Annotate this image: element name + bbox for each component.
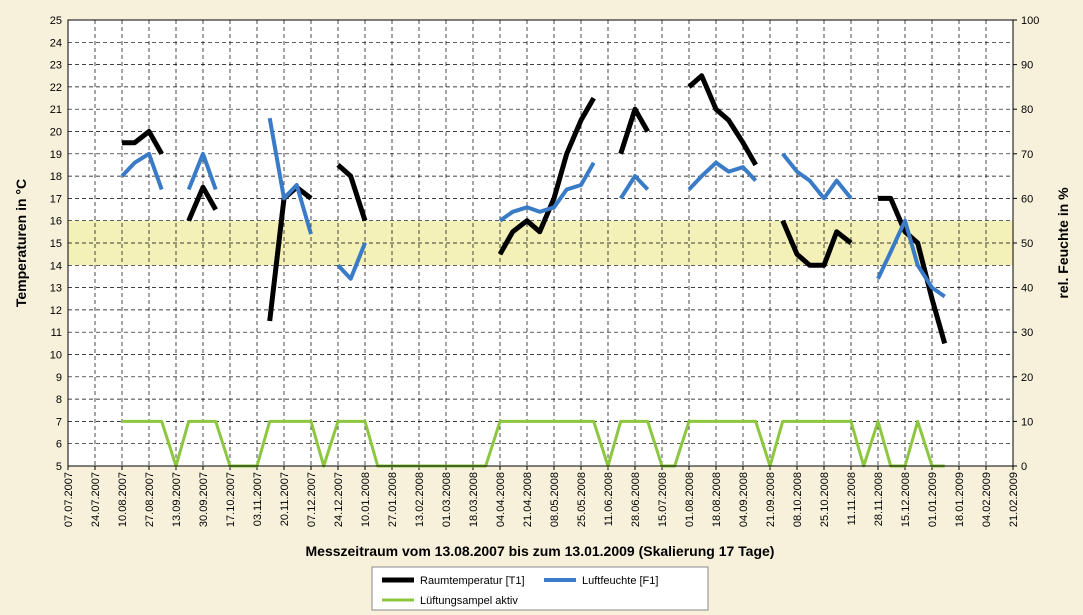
- x-tick-label: 04.02.2009: [981, 472, 993, 527]
- y2-tick-label: 80: [1021, 104, 1033, 116]
- y-tick-label: 14: [50, 260, 62, 272]
- x-tick-label: 13.02.2008: [414, 472, 426, 527]
- y2-tick-label: 40: [1021, 283, 1033, 295]
- x-tick-label: 15.07.2008: [657, 472, 669, 527]
- x-tick-label: 08.10.2008: [792, 472, 804, 527]
- y-tick-label: 24: [50, 37, 62, 49]
- y-tick-label: 25: [50, 15, 62, 27]
- x-tick-label: 30.09.2007: [198, 472, 210, 527]
- x-tick-label: 08.05.2008: [549, 472, 561, 527]
- y2-tick-label: 30: [1021, 327, 1033, 339]
- x-tick-label: 01.08.2008: [684, 472, 696, 527]
- x-tick-label: 13.09.2007: [171, 472, 183, 527]
- y-tick-label: 15: [50, 238, 62, 250]
- x-tick-label: 27.01.2008: [387, 472, 399, 527]
- y2-tick-label: 60: [1021, 193, 1033, 205]
- y2-tick-label: 20: [1021, 372, 1033, 384]
- x-tick-label: 10.08.2007: [117, 472, 129, 527]
- y-tick-label: 17: [50, 193, 62, 205]
- x-tick-label: 25.05.2008: [576, 472, 588, 527]
- y-tick-label: 23: [50, 60, 62, 72]
- x-tick-label: 18.03.2008: [468, 472, 480, 527]
- x-tick-label: 21.09.2008: [765, 472, 777, 527]
- y-tick-label: 7: [56, 416, 62, 428]
- y-tick-label: 8: [56, 394, 62, 406]
- x-tick-label: 07.07.2007: [63, 472, 75, 527]
- x-tick-label: 11.11.2008: [846, 472, 858, 525]
- x-tick-label: 24.12.2007: [333, 472, 345, 527]
- x-tick-label: 25.10.2008: [819, 472, 831, 527]
- x-tick-label: 24.07.2007: [90, 472, 102, 527]
- y-tick-label: 6: [56, 439, 62, 451]
- y-tick-label: 5: [56, 461, 62, 473]
- x-tick-label: 27.08.2007: [144, 472, 156, 527]
- y2-tick-label: 50: [1021, 238, 1033, 250]
- x-tick-label: 28.06.2008: [630, 472, 642, 527]
- legend-label: Luftfeuchte [F1]: [582, 575, 658, 587]
- x-tick-label: 04.09.2008: [738, 472, 750, 527]
- y-tick-label: 13: [50, 283, 62, 295]
- legend: [371, 566, 709, 611]
- x-tick-label: 18.01.2009: [954, 472, 966, 527]
- x-axis-title: Messzeitraum vom 13.08.2007 bis zum 13.0…: [306, 543, 775, 559]
- y-tick-label: 18: [50, 171, 62, 183]
- y-tick-label: 9: [56, 372, 62, 384]
- y2-axis-title: rel. Feuchte in %: [1055, 187, 1071, 299]
- x-tick-label: 04.04.2008: [495, 472, 507, 527]
- y2-tick-label: 100: [1021, 15, 1039, 27]
- x-tick-label: 18.08.2008: [711, 472, 723, 527]
- y-tick-label: 11: [51, 327, 62, 339]
- y2-tick-label: 90: [1021, 60, 1033, 72]
- x-tick-label: 07.12.2007: [306, 472, 318, 527]
- y-tick-label: 12: [50, 305, 62, 317]
- y-tick-label: 16: [50, 216, 62, 228]
- plot-frame: [67, 19, 1014, 467]
- x-tick-label: 28.11.2008: [873, 472, 885, 526]
- x-tick-label: 21.04.2008: [522, 472, 534, 527]
- series-line: [120, 117, 946, 299]
- y-tick-label: 19: [50, 149, 62, 161]
- y-tick-label: 21: [50, 104, 62, 116]
- x-tick-label: 15.12.2008: [900, 472, 912, 527]
- legend-label: Lüftungsampel aktiv: [420, 595, 518, 607]
- x-tick-label: 10.01.2008: [360, 472, 372, 527]
- y-tick-label: 22: [50, 82, 62, 94]
- x-tick-label: 17.10.2007: [225, 472, 237, 527]
- y2-tick-label: 0: [1021, 461, 1027, 473]
- y2-tick-label: 10: [1021, 416, 1033, 428]
- x-tick-label: 21.02.2009: [1008, 472, 1020, 527]
- y-tick-label: 20: [50, 127, 62, 139]
- x-tick-label: 01.03.2008: [441, 472, 453, 527]
- x-tick-label: 11.06.2008: [603, 472, 615, 526]
- legend-label: Raumtemperatur [T1]: [420, 575, 525, 587]
- x-tick-label: 03.11.2007: [252, 472, 264, 526]
- x-tick-label: 20.11.2007: [279, 472, 291, 526]
- y-tick-label: 10: [50, 350, 62, 362]
- y2-tick-label: 70: [1021, 149, 1033, 161]
- series-line: [122, 419, 945, 468]
- y-axis-title: Temperaturen in °C: [13, 179, 29, 307]
- x-tick-label: 01.01.2009: [927, 472, 939, 527]
